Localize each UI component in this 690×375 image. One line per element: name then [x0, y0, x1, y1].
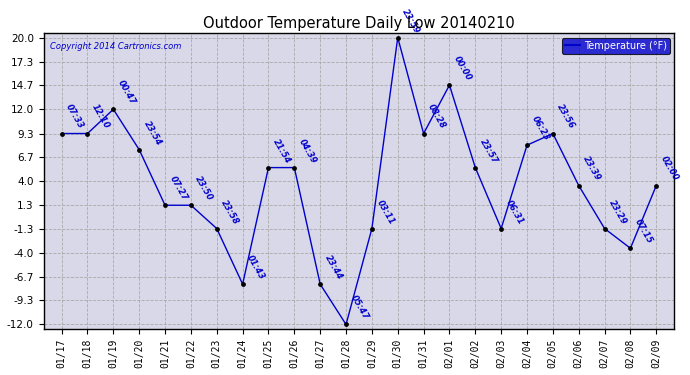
Text: 01:43: 01:43 [246, 254, 266, 281]
Point [366, 225, 377, 231]
Text: 06:31: 06:31 [504, 198, 525, 226]
Point [159, 202, 170, 208]
Text: 21:54: 21:54 [271, 137, 293, 165]
Text: 08:28: 08:28 [426, 103, 448, 131]
Point [237, 281, 248, 287]
Text: 00:00: 00:00 [452, 55, 473, 82]
Point [186, 202, 197, 208]
Text: 07:27: 07:27 [168, 175, 189, 202]
Point [651, 183, 662, 189]
Text: 12:10: 12:10 [90, 103, 112, 131]
Point [392, 34, 403, 40]
Text: 23:57: 23:57 [478, 137, 500, 165]
Text: 23:29: 23:29 [607, 198, 629, 226]
Text: 06:23: 06:23 [530, 115, 551, 142]
Title: Outdoor Temperature Daily Low 20140210: Outdoor Temperature Daily Low 20140210 [203, 16, 515, 31]
Text: 03:11: 03:11 [375, 198, 396, 226]
Point [315, 281, 326, 287]
Point [134, 147, 145, 153]
Point [56, 130, 67, 136]
Point [444, 82, 455, 88]
Text: 23:59: 23:59 [400, 7, 422, 35]
Point [341, 321, 352, 327]
Point [263, 165, 274, 171]
Text: 23:56: 23:56 [555, 103, 577, 131]
Text: 07:33: 07:33 [64, 103, 86, 131]
Text: 23:58: 23:58 [219, 198, 241, 226]
Point [495, 225, 506, 231]
Text: 23:50: 23:50 [194, 175, 215, 202]
Text: 07:15: 07:15 [633, 218, 654, 246]
Point [625, 245, 636, 251]
Point [470, 165, 481, 171]
Point [289, 165, 300, 171]
Text: 23:54: 23:54 [142, 119, 164, 147]
Point [573, 183, 584, 189]
Text: 23:44: 23:44 [323, 254, 344, 281]
Text: 00:47: 00:47 [116, 79, 137, 106]
Point [599, 225, 610, 231]
Text: Copyright 2014 Cartronics.com: Copyright 2014 Cartronics.com [50, 42, 181, 51]
Point [418, 130, 429, 136]
Text: 23:39: 23:39 [582, 155, 603, 183]
Text: 04:39: 04:39 [297, 137, 318, 165]
Point [82, 130, 93, 136]
Text: 02:00: 02:00 [659, 155, 680, 183]
Point [108, 106, 119, 112]
Point [522, 142, 533, 148]
Point [547, 130, 558, 136]
Legend: Temperature (°F): Temperature (°F) [562, 38, 669, 54]
Text: 05:47: 05:47 [349, 294, 370, 322]
Point [211, 225, 222, 231]
